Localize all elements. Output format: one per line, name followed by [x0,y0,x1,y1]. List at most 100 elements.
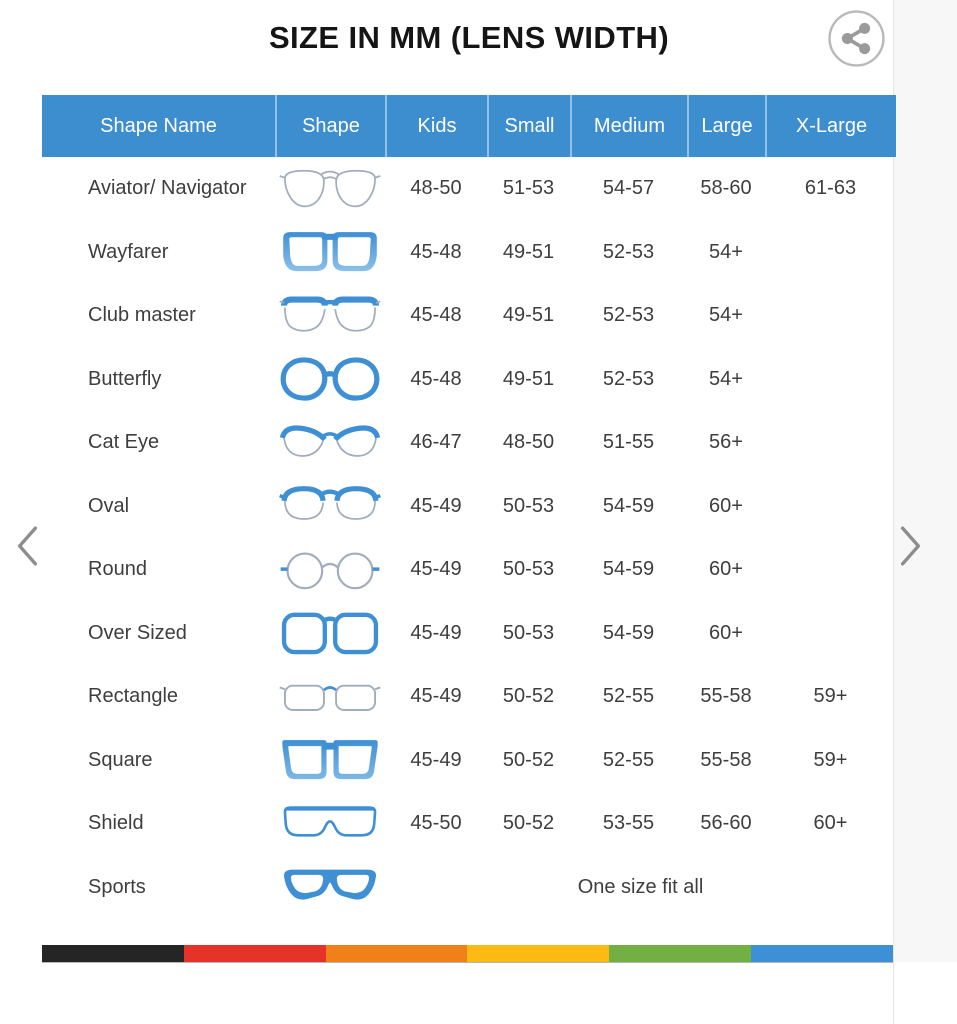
table-row: Wayfarer 45-48 49-51 52-53 54+ [42,221,896,285]
column-header-x-large: X-Large [765,95,896,157]
oversized-icon [275,608,385,658]
size-cell: 45-48 [410,304,462,327]
size-cell: 45-49 [410,748,462,771]
size-cell: 45-49 [410,621,462,644]
table-row: Rectangle 45-49 50-52 52-55 55-58 59+ [42,665,896,729]
shape-name-cell: Aviator/ Navigator [88,177,247,200]
stripe-segment [183,945,326,962]
rectangle-icon [275,672,385,722]
shape-name-cell: Club master [88,304,196,327]
shape-name-cell: Oval [88,494,130,517]
size-cell: 60+ [709,558,743,581]
share-button[interactable] [826,8,887,69]
size-cell: 61-63 [804,177,857,200]
size-cell: 54-59 [602,494,655,517]
size-cell: 54+ [709,240,743,263]
size-cell: 50-52 [502,812,555,835]
size-cell: 45-48 [410,367,462,390]
chevron-left-icon [14,526,40,570]
size-cell: 45-50 [410,812,462,835]
size-cell: 59+ [813,685,848,708]
column-header-medium: Medium [570,95,687,157]
size-cell: 55-58 [700,748,752,771]
size-cell: 50-53 [502,621,555,644]
column-header-small: Small [487,95,570,157]
size-cell: 45-48 [410,240,462,263]
size-cell: 59+ [813,748,848,771]
size-cell: 58-60 [700,177,752,200]
size-cell: 50-52 [502,685,555,708]
size-cell: 50-52 [502,748,555,771]
aviator-icon [275,164,385,214]
column-header-large: Large [687,95,765,157]
stripe-segment [325,945,468,962]
chevron-right-icon [898,526,924,570]
card-edge-divider [893,0,894,1024]
shape-name-cell: Square [88,748,153,771]
table-row: Oval 45-49 50-53 54-59 60+ [42,475,896,539]
size-cell: 52-53 [602,240,655,263]
size-cell: 52-53 [602,304,655,327]
shape-name-cell: Cat Eye [88,431,160,454]
clubmaster-icon [275,291,385,341]
shape-name-cell: Over Sized [88,621,187,644]
shape-name-cell: Rectangle [88,685,179,708]
shape-name-cell: Wayfarer [88,240,169,263]
size-cell: 49-51 [502,240,555,263]
carousel-prev-button[interactable] [12,524,42,568]
carousel-next-button[interactable] [896,524,926,568]
size-cell: 60+ [709,494,743,517]
size-cell: 56+ [709,431,743,454]
size-cell: 54-59 [602,558,655,581]
size-cell: 50-53 [502,494,555,517]
size-table: Aviator/ Navigator 48-50 51-53 54-57 58-60 61… [42,157,896,919]
size-cell: 49-51 [502,304,555,327]
size-cell: 51-53 [502,177,555,200]
stripe-segment [609,945,752,962]
size-cell: 56-60 [700,812,752,835]
cateye-icon [275,418,385,468]
size-cell: 60+ [709,621,743,644]
table-row: Over Sized 45-49 50-53 54-59 60+ [42,602,896,666]
square-icon [275,735,385,785]
size-cell: 52-53 [602,367,655,390]
shape-name-cell: Butterfly [88,367,162,390]
sports-icon [275,862,385,912]
one-size-cell: One size fit all [577,875,704,898]
size-cell: 49-51 [502,367,555,390]
shape-name-cell: Shield [88,812,144,835]
table-row: Shield 45-50 50-52 53-55 56-60 60+ [42,792,896,856]
size-cell: 48-50 [410,177,462,200]
size-cell: 54+ [709,304,743,327]
stripe-segment [42,945,184,962]
stripe-segment [467,945,610,962]
shape-name-cell: Round [88,558,147,581]
table-row: Club master 45-48 49-51 52-53 54+ [42,284,896,348]
size-cell: 52-55 [602,685,655,708]
size-cell: 55-58 [700,685,752,708]
shield-icon [275,799,385,849]
share-icon [826,10,887,72]
butterfly-icon [275,354,385,404]
table-row: Sports One size fit all [42,856,896,920]
size-cell: 60+ [813,812,848,835]
size-cell: 45-49 [410,494,462,517]
size-cell: 48-50 [502,431,555,454]
table-row: Round 45-49 50-53 54-59 60+ [42,538,896,602]
size-cell: 54-57 [602,177,655,200]
brand-stripe [42,945,893,962]
stripe-segment [751,945,893,962]
size-cell: 50-53 [502,558,555,581]
table-row: Butterfly 45-48 49-51 52-53 54+ [42,348,896,412]
wayfarer-icon [275,227,385,277]
table-header: Shape Name Shape Kids Small Medium Large X-Lar… [42,95,896,157]
right-gutter [894,0,957,962]
table-row: Aviator/ Navigator 48-50 51-53 54-57 58-60 61… [42,157,896,221]
column-header-shape-name: Shape Name [100,114,217,137]
size-cell: 45-49 [410,685,462,708]
size-cell: 52-55 [602,748,655,771]
size-cell: 54+ [709,367,743,390]
shape-name-cell: Sports [88,875,146,898]
size-cell: 53-55 [602,812,655,835]
size-cell: 51-55 [602,431,655,454]
